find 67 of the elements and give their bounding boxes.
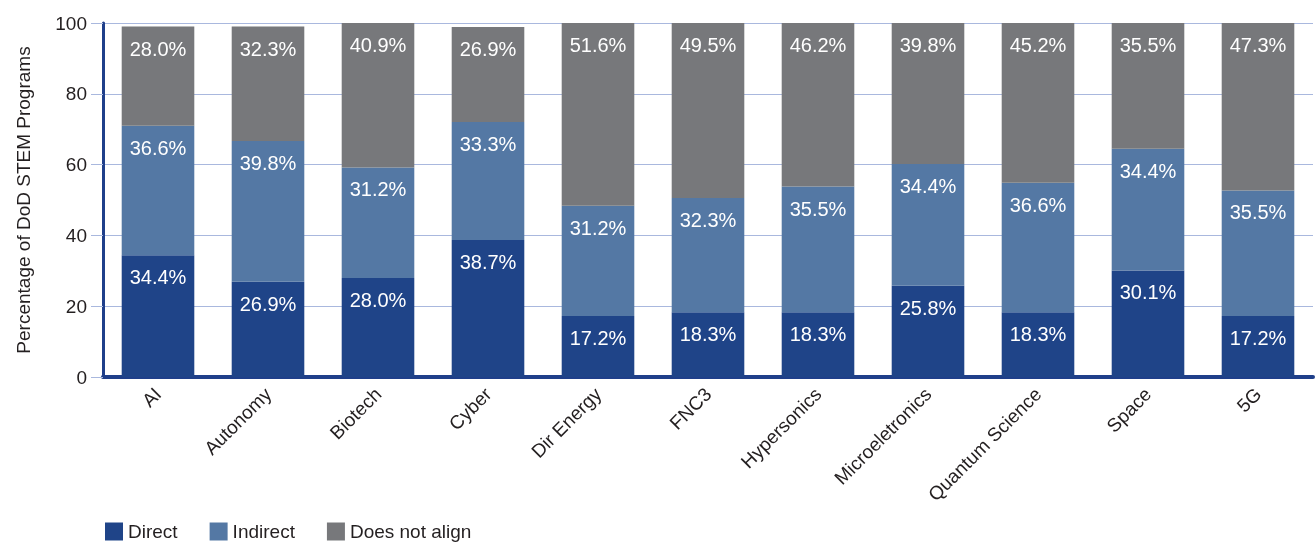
data-label: 18.3%: [789, 323, 847, 346]
bar: [1221, 190, 1295, 317]
y-tick-label: 80: [65, 83, 87, 105]
bar: [1111, 23, 1185, 149]
bar: [671, 197, 745, 313]
bar: [1001, 182, 1075, 313]
bar: [561, 23, 635, 206]
data-label: 18.3%: [679, 323, 737, 346]
bar: [1221, 23, 1295, 191]
bar: [341, 23, 415, 168]
data-label: 31.2%: [349, 178, 407, 201]
data-label: 45.2%: [1009, 34, 1067, 56]
bar: [121, 26, 195, 126]
data-label: 46.2%: [789, 34, 847, 56]
data-label: 30.1%: [1119, 281, 1177, 304]
bar: [121, 125, 195, 256]
x-tick-label: 5G: [1232, 383, 1266, 417]
data-label: 35.5%: [789, 197, 847, 220]
data-label: 31.2%: [569, 216, 627, 239]
bar: [671, 23, 745, 198]
legend-label: Does not align: [349, 521, 472, 542]
data-label: 32.3%: [679, 208, 737, 231]
bar: [561, 205, 635, 317]
data-label: 33.3%: [459, 133, 517, 156]
y-axis-title: Percentage of DoD STEM Programs: [13, 46, 34, 354]
data-label: 28.0%: [349, 288, 407, 311]
y-tick-label: 60: [65, 154, 87, 176]
data-label: 28.0%: [129, 37, 187, 60]
data-label: 39.8%: [899, 34, 957, 56]
data-label: 49.5%: [679, 34, 737, 56]
bar: [341, 167, 415, 278]
x-tick-label: AI: [137, 383, 166, 412]
legend-label: Indirect: [232, 521, 296, 542]
data-label: 38.7%: [459, 251, 517, 273]
data-label: 40.9%: [349, 34, 407, 56]
data-label: 35.5%: [1229, 201, 1287, 224]
data-label: 26.9%: [239, 292, 297, 315]
bar: [231, 140, 305, 282]
data-label: 25.8%: [899, 296, 957, 319]
data-label: 35.5%: [1119, 34, 1177, 56]
data-label: 17.2%: [1229, 327, 1287, 350]
bar: [891, 163, 965, 286]
y-tick-label: 0: [76, 366, 87, 388]
y-tick-label: 40: [65, 224, 87, 246]
y-tick-label: 100: [55, 12, 87, 34]
bar: [781, 186, 855, 313]
bar: [451, 26, 525, 123]
data-label: 47.3%: [1229, 34, 1287, 56]
data-label: 34.4%: [899, 174, 957, 197]
data-label: 26.9%: [459, 37, 517, 60]
data-label: 34.4%: [1119, 159, 1177, 182]
data-label: 32.3%: [239, 37, 297, 60]
bar: [451, 122, 525, 240]
bar: [891, 23, 965, 164]
data-label: 18.3%: [1009, 323, 1067, 346]
bar: [231, 26, 305, 141]
data-label: 39.8%: [239, 151, 297, 174]
bar: [1001, 23, 1075, 183]
data-label: 36.6%: [129, 136, 187, 159]
y-tick-label: 20: [65, 295, 87, 317]
bar: [781, 23, 855, 187]
data-label: 17.2%: [569, 327, 627, 350]
legend-label: Direct: [128, 521, 179, 542]
data-label: 36.6%: [1009, 193, 1067, 216]
bar: [1111, 148, 1185, 271]
data-label: 34.4%: [129, 266, 187, 289]
data-label: 51.6%: [569, 34, 627, 56]
